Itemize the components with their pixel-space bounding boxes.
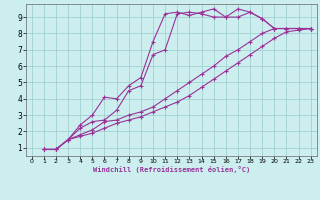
X-axis label: Windchill (Refroidissement éolien,°C): Windchill (Refroidissement éolien,°C): [92, 166, 250, 173]
